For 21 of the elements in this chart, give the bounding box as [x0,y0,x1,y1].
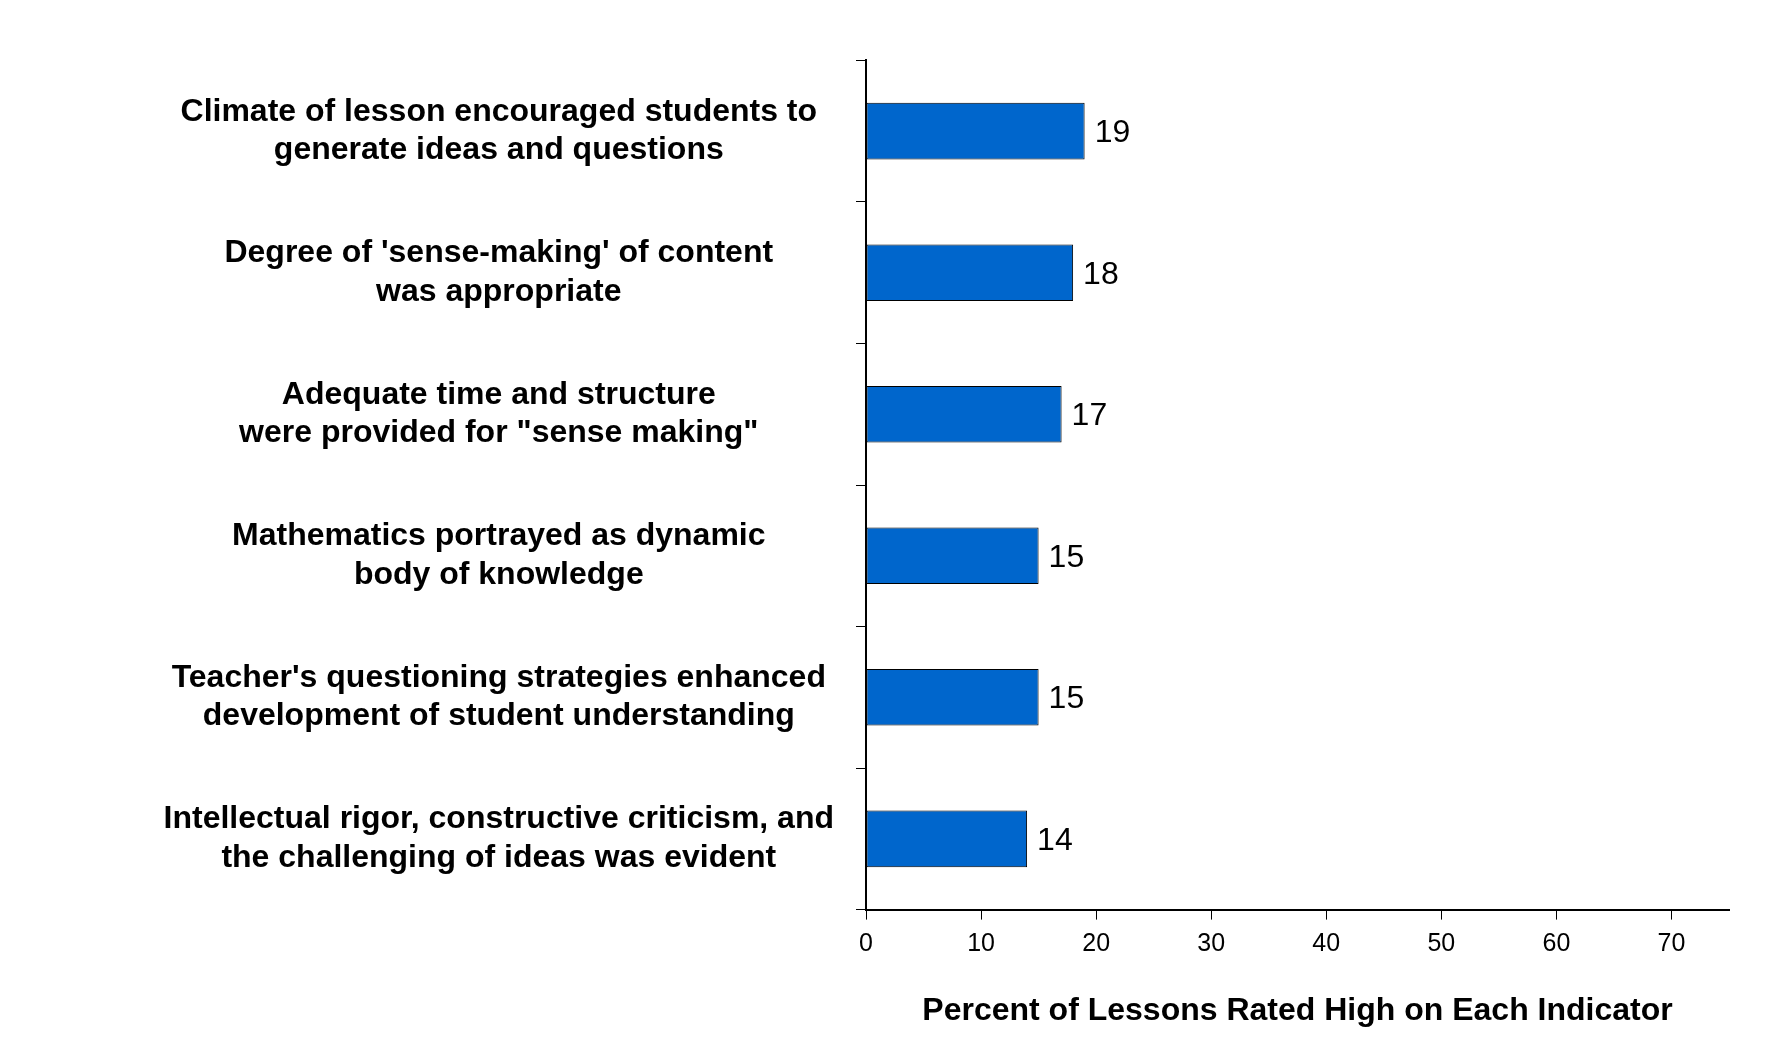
y-tick-label: Adequate time and structure were provided for "sense making" [238,374,759,450]
data-label: 14 [1037,820,1073,857]
y-tick-label: Intellectual rigor, constructive criticism, and the challenging of ideas was evident [163,799,834,874]
y-tick-label: Teacher's questioning strategies enhanced development of student understanding [171,657,826,733]
y-tick-label: Degree of 'sense-making' of content was appropriate [224,233,774,308]
x-tick-label: 30 [1197,928,1226,957]
x-tick-label: 50 [1427,928,1456,957]
data-label: 19 [1094,112,1131,149]
x-tick-label: 40 [1312,928,1341,957]
x-tick-label: 0 [859,928,873,957]
y-tick-label: Climate of lesson encouraged students to generate ideas and questions [180,91,818,167]
data-label: 17 [1071,396,1108,433]
data-label: 18 [1083,254,1119,291]
x-tick-label: 20 [1082,928,1111,957]
data-label: 15 [1048,679,1085,716]
data-label: 15 [1048,537,1085,574]
y-tick-label: Mathematics portrayed as dynamic body of knowledge [232,516,766,591]
x-tick-label: 60 [1542,928,1571,957]
x-tick-label: 70 [1657,928,1686,957]
x-tick-label: 10 [967,928,995,957]
x-axis-title: Percent of Lessons Rated High on Each Indicator [922,990,1673,1027]
